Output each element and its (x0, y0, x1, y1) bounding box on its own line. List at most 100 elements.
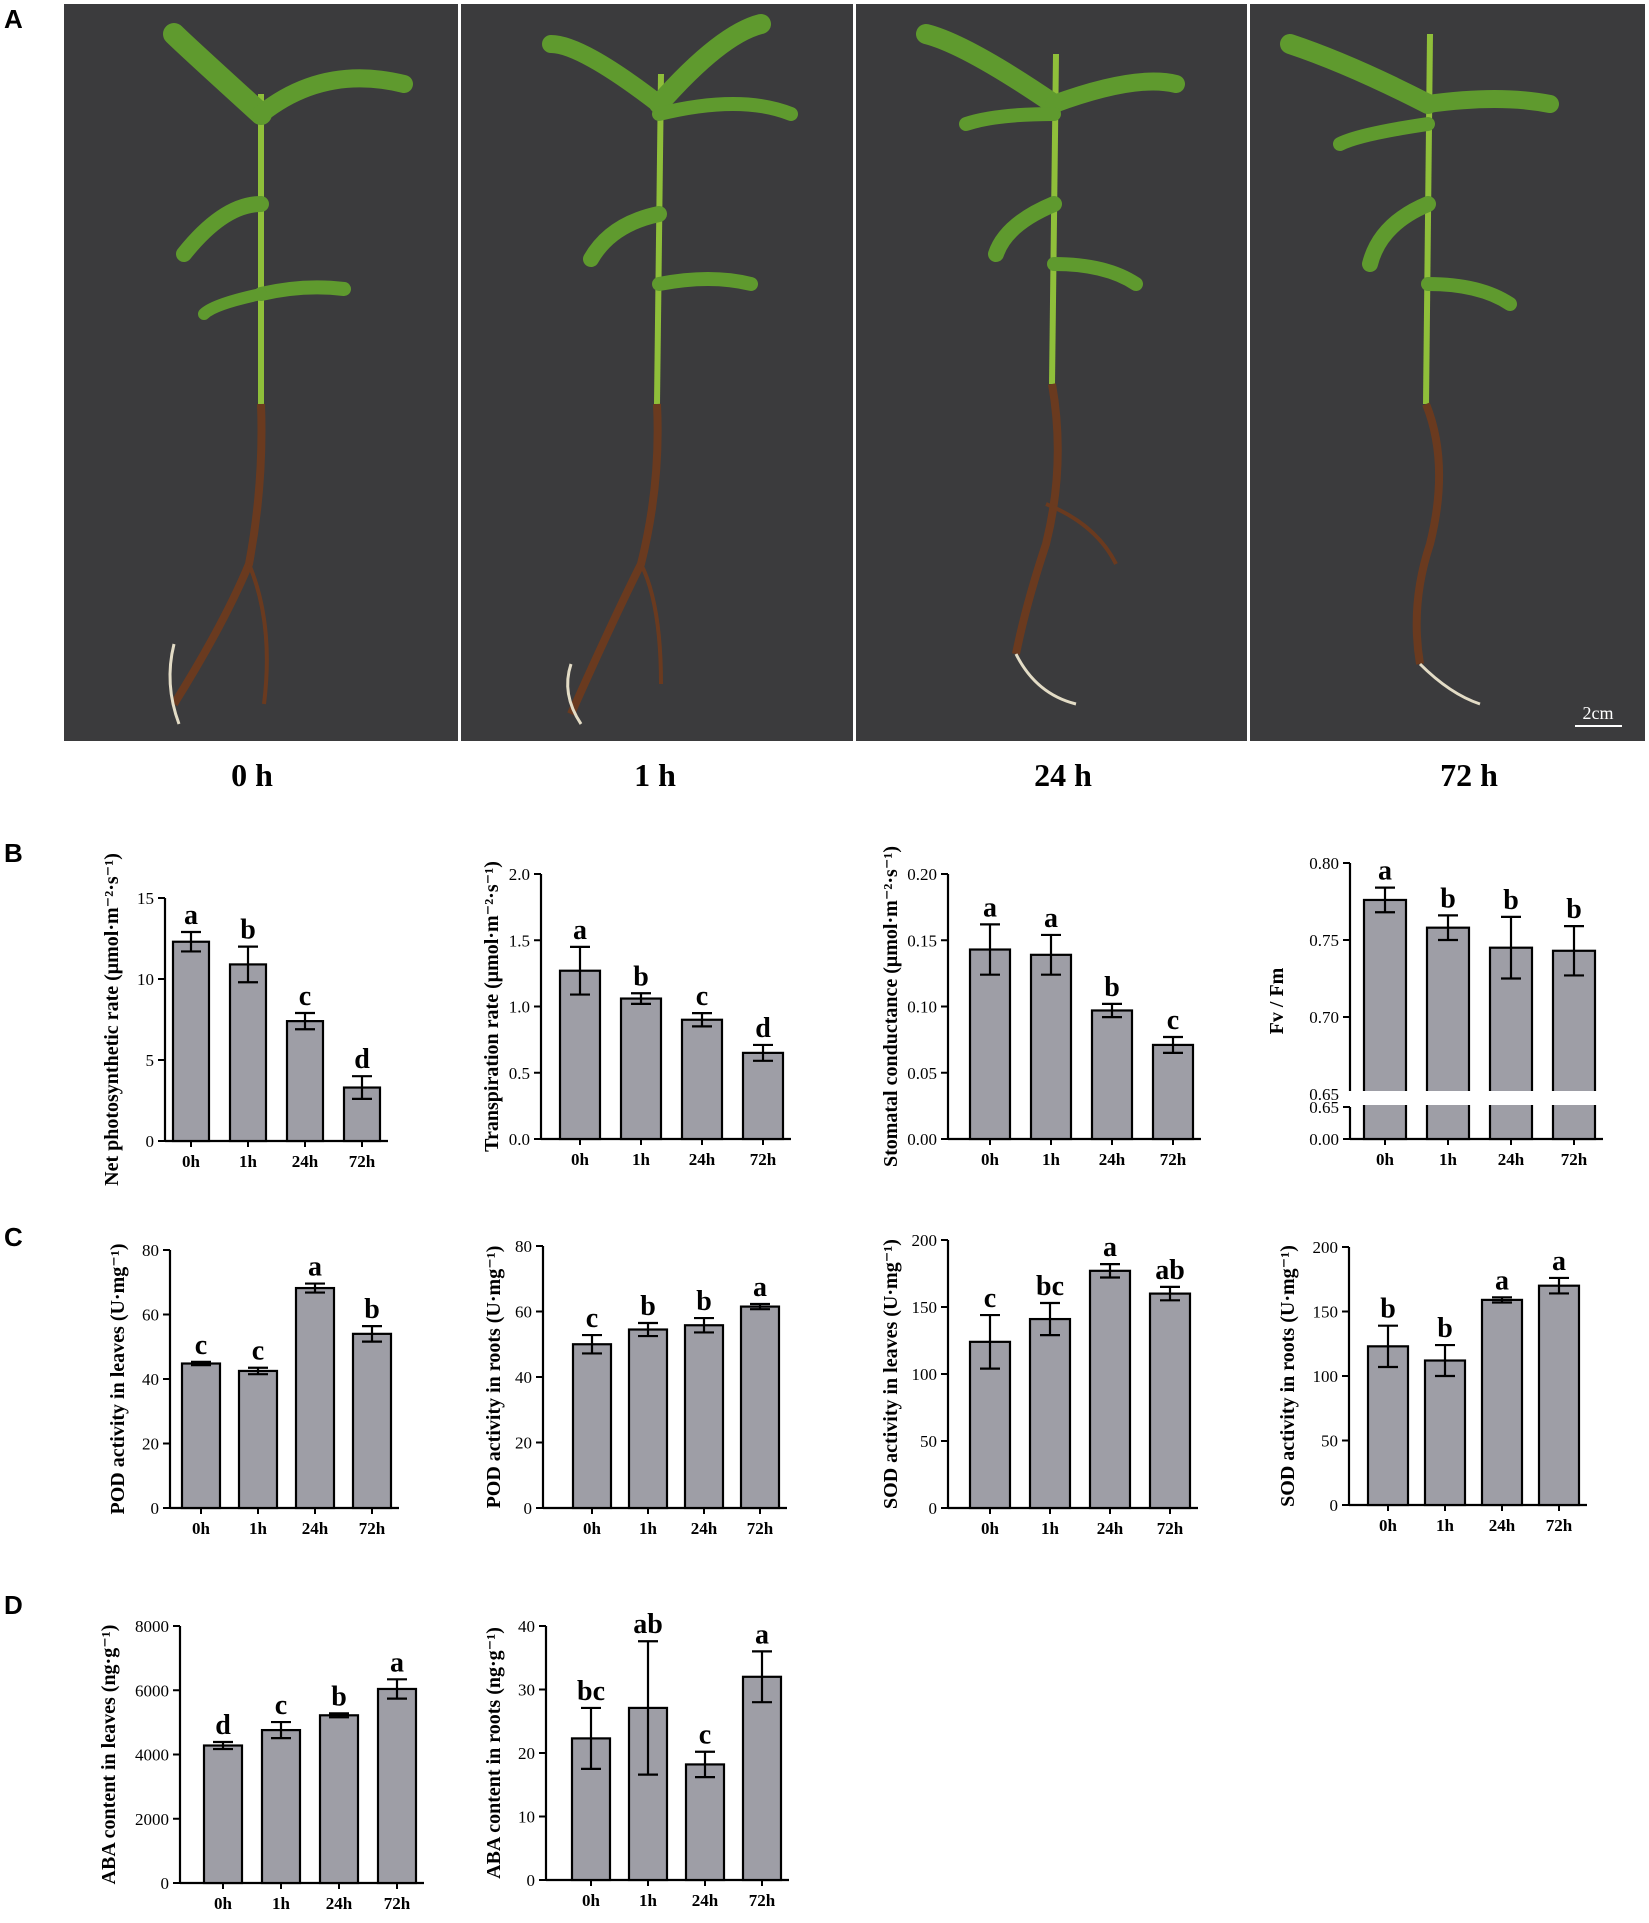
b2-bar (741, 1051, 785, 1141)
c3-ylabel: SOD activity in leaves (U·mg⁻¹) (880, 1239, 902, 1509)
b3-ylabel: Stomatal conductance (μmol·m⁻²·s⁻¹) (880, 846, 902, 1167)
b4-axis-break (1340, 1091, 1605, 1105)
d1-significance-letter: b (331, 1681, 347, 1712)
c2-bar (739, 1305, 781, 1510)
d1-xtick-label: 0h (214, 1894, 233, 1913)
c2-bar (627, 1328, 669, 1510)
c3-significance-letter: a (1103, 1232, 1117, 1263)
panel-label-b: B (4, 838, 23, 868)
c4-xtick-label: 0h (1379, 1516, 1398, 1535)
b1-bar (285, 1020, 325, 1143)
d1-xtick-label: 24h (326, 1894, 353, 1913)
c1-xtick-label: 0h (192, 1519, 211, 1538)
d2-xtick-label: 0h (582, 1891, 601, 1910)
c2-ylabel: POD activity in roots (U·mg⁻¹) (483, 1246, 505, 1509)
c2-ytick-label: 40 (515, 1368, 532, 1387)
c3-ytick-label: 0 (929, 1499, 938, 1518)
b1-xtick-label: 72h (349, 1152, 376, 1171)
c2-significance-letter: c (586, 1303, 598, 1334)
b1-ylabel: Net photosynthetic rate (μmol·m⁻²·s⁻¹) (101, 853, 123, 1186)
d2-ytick-label: 30 (518, 1681, 535, 1700)
b3-ytick-label: 0.20 (907, 865, 937, 884)
d2-significance-letter: ab (633, 1609, 663, 1640)
c2-ytick-label: 20 (515, 1434, 532, 1453)
c2-ytick-label: 80 (515, 1237, 532, 1256)
c3-significance-letter: bc (1036, 1271, 1064, 1302)
d1-significance-letter: c (275, 1690, 287, 1721)
d1-bar (260, 1728, 302, 1885)
d1-ytick-label: 8000 (135, 1617, 169, 1636)
b3-ytick-label: 0.15 (907, 931, 937, 950)
c2-ytick-label: 0 (524, 1499, 533, 1518)
b3-xtick-label: 0h (981, 1150, 1000, 1169)
c1-significance-letter: c (252, 1336, 264, 1367)
c2-bar (683, 1324, 725, 1510)
d1-xtick-label: 1h (272, 1894, 291, 1913)
b4-ytick-label: 0.75 (1309, 931, 1339, 950)
c2-xtick-label: 0h (583, 1519, 602, 1538)
c1-ytick-label: 20 (142, 1435, 159, 1454)
b4-significance-letter: a (1378, 856, 1392, 887)
photo-caption-1h: 1 h (634, 757, 676, 793)
c1-xtick-label: 1h (249, 1519, 268, 1538)
b2-ytick-label: 1.5 (509, 931, 530, 950)
b3-bar (1090, 1009, 1134, 1141)
d1-ytick-label: 6000 (135, 1681, 169, 1700)
b1-xtick-label: 1h (239, 1152, 258, 1171)
d2-bar (741, 1675, 783, 1882)
b4-ylabel: Fv / Fm (1266, 967, 1288, 1034)
photo-caption-0h: 0 h (231, 757, 273, 793)
d2-ytick-label: 20 (518, 1744, 535, 1763)
photo-caption-24h: 24 h (1034, 757, 1092, 793)
c3-xtick-label: 24h (1097, 1519, 1124, 1538)
b1-xtick-label: 0h (182, 1152, 201, 1171)
d1-ytick-label: 4000 (135, 1746, 169, 1765)
b2-ytick-label: 0.5 (509, 1064, 530, 1083)
b2-ytick-label: 2.0 (509, 865, 530, 884)
b4-ytick-label: 0.70 (1309, 1008, 1339, 1027)
c3-xtick-label: 0h (981, 1519, 1000, 1538)
c4-ytick-label: 200 (1313, 1238, 1339, 1257)
c2-bar (571, 1343, 613, 1510)
d2-significance-letter: a (755, 1619, 769, 1650)
b2-ytick-label: 0.0 (509, 1130, 530, 1149)
c1-bar (294, 1286, 336, 1510)
b4-ytick-label: 0.65 (1309, 1085, 1339, 1104)
b2-bar (680, 1018, 724, 1141)
d1-ytick-label: 0 (161, 1874, 170, 1893)
d2-xtick-label: 72h (749, 1891, 776, 1910)
c3-ytick-label: 150 (912, 1298, 938, 1317)
b2-xtick-label: 72h (750, 1150, 777, 1169)
c3-ytick-label: 100 (912, 1365, 938, 1384)
c4-ytick-label: 50 (1321, 1432, 1338, 1451)
c3-bar (1088, 1269, 1132, 1510)
b4-xtick-label: 72h (1561, 1150, 1588, 1169)
c2-significance-letter: a (753, 1272, 767, 1303)
b3-significance-letter: c (1167, 1005, 1179, 1036)
d1-xtick-label: 72h (384, 1894, 411, 1913)
b1-bar (228, 963, 268, 1143)
c1-ylabel: POD activity in leaves (U·mg⁻¹) (107, 1244, 129, 1515)
d1-significance-letter: d (215, 1710, 231, 1741)
d2-ytick-label: 10 (518, 1808, 535, 1827)
b2-bar (558, 969, 602, 1141)
c4-ytick-label: 0 (1330, 1496, 1339, 1515)
b2-significance-letter: c (696, 981, 708, 1012)
d2-ytick-label: 0 (527, 1871, 536, 1890)
d2-significance-letter: c (699, 1720, 711, 1751)
b4-ytick-label: 0.80 (1309, 854, 1339, 873)
b1-ytick-label: 5 (146, 1051, 155, 1070)
c1-significance-letter: a (308, 1252, 322, 1283)
b1-bar (171, 940, 211, 1143)
b1-ytick-label: 10 (137, 970, 154, 989)
d2-ytick-label: 40 (518, 1617, 535, 1636)
d2-significance-letter: bc (577, 1676, 605, 1707)
panel-label-d: D (4, 1590, 23, 1620)
d1-ytick-label: 2000 (135, 1810, 169, 1829)
d2-ylabel: ABA content in roots (ng·g⁻¹) (483, 1627, 505, 1879)
c4-bar (1366, 1345, 1410, 1507)
c3-bar (1148, 1292, 1192, 1510)
b3-significance-letter: a (983, 892, 997, 923)
c4-ytick-label: 150 (1313, 1303, 1339, 1322)
